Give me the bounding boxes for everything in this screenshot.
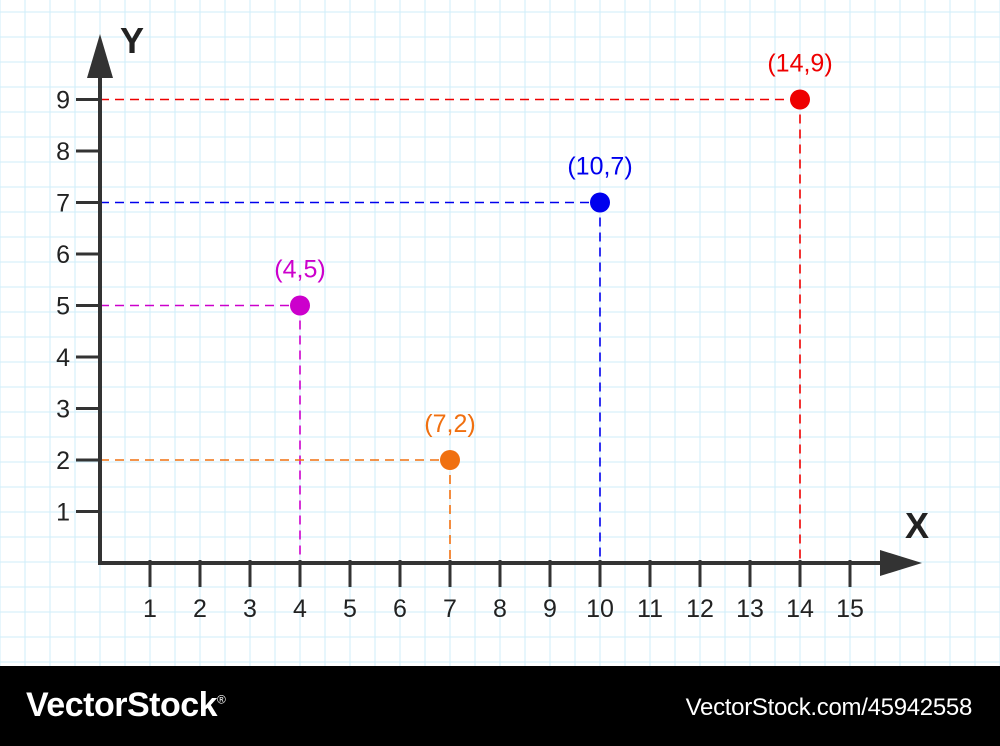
- x-tick-label: 4: [293, 595, 307, 623]
- x-tick-label: 10: [586, 595, 614, 623]
- x-tick-label: 15: [836, 595, 864, 623]
- data-point: [440, 450, 460, 470]
- x-tick-label: 5: [343, 595, 357, 623]
- data-points: (4,5) (7,2) (10,7) (14,9): [274, 50, 833, 470]
- brand-logo: VectorStock®: [26, 686, 226, 725]
- x-tick-label: 13: [736, 595, 764, 623]
- brand-name: VectorStock: [26, 686, 218, 724]
- image-id-url: VectorStock.com/45942558: [685, 694, 973, 721]
- point-label: (4,5): [274, 256, 325, 284]
- coordinate-plane-chart: X Y 1 2 3 4 5 6 7 8 9 10 11 12 13 14 15 1 2 3 4 5 6 7 8 9 (4,5)…: [0, 0, 1000, 666]
- x-tick-label: 9: [543, 595, 557, 623]
- trademark-symbol: ®: [217, 692, 226, 707]
- x-axis-arrow-icon: [880, 550, 922, 576]
- x-tick-label: 11: [637, 595, 663, 623]
- dashed-guide-lines: [100, 98, 801, 563]
- y-tick-label: 5: [56, 293, 70, 321]
- x-tick-label: 6: [393, 595, 407, 623]
- x-axis-title: X: [905, 505, 929, 546]
- point-label: (10,7): [567, 153, 632, 181]
- y-tick-label: 8: [56, 138, 70, 166]
- data-point: [290, 295, 310, 316]
- x-tick-label: 7: [443, 595, 457, 623]
- y-tick-label: 2: [56, 447, 70, 475]
- x-tick-label: 8: [493, 595, 507, 623]
- y-tick-label: 1: [56, 499, 70, 527]
- background-grid: [0, 0, 1000, 666]
- y-axis-arrow-icon: [87, 34, 113, 78]
- x-tick-label: 3: [243, 595, 257, 623]
- y-tick-label: 4: [56, 344, 70, 372]
- data-point: [590, 192, 610, 213]
- y-tick-label: 9: [56, 87, 70, 115]
- data-point: [790, 89, 810, 110]
- x-tick-label: 2: [193, 595, 207, 623]
- y-axis-title: Y: [120, 20, 144, 61]
- footer-bar: VectorStock® VectorStock.com/45942558: [0, 666, 1000, 746]
- y-tick-label: 7: [56, 190, 70, 218]
- x-tick-label: 1: [143, 595, 157, 623]
- point-label: (7,2): [424, 410, 475, 438]
- x-tick-label: 14: [786, 595, 814, 623]
- x-tick-label: 12: [686, 595, 714, 623]
- axes: X Y: [87, 20, 929, 576]
- y-tick-label: 6: [56, 241, 70, 269]
- point-label: (14,9): [767, 50, 832, 78]
- y-tick-label: 3: [56, 396, 70, 424]
